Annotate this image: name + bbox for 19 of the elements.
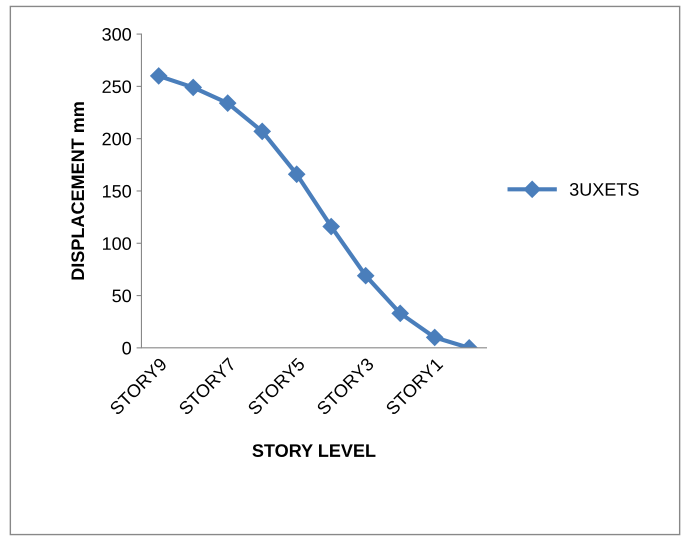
y-tick-label: 100	[102, 237, 132, 250]
point	[426, 328, 444, 346]
point	[219, 94, 236, 112]
y-tick-label: 150	[102, 184, 132, 198]
point	[392, 304, 409, 322]
point	[184, 78, 202, 96]
point	[322, 218, 340, 236]
y-tick-label: 250	[102, 80, 132, 94]
legend-label: 3UXETS	[570, 183, 639, 196]
y-axis-title: DISPLACEMENT mm	[71, 102, 84, 280]
point	[150, 67, 168, 84]
point	[288, 166, 306, 183]
y-tick-label: 0	[122, 342, 132, 355]
x-axis-title: STORY LEVEL	[252, 444, 376, 457]
y-tick-label: 50	[112, 290, 132, 302]
point	[254, 122, 271, 140]
y-tick-label: 300	[102, 28, 132, 41]
point	[357, 267, 374, 284]
y-tick-label: 200	[102, 132, 132, 146]
